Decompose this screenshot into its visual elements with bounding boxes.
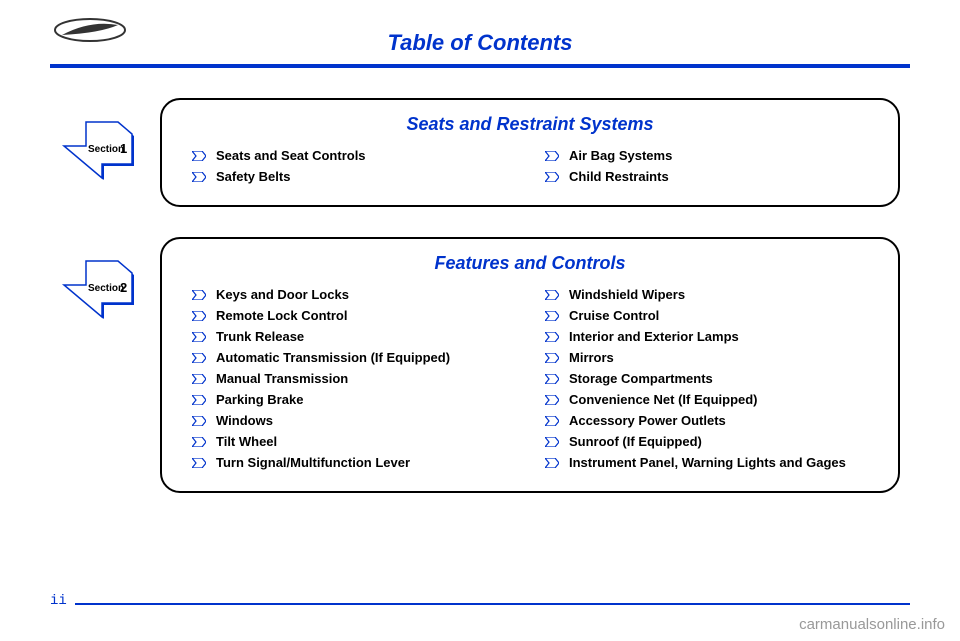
- toc-item-label: Turn Signal/Multifunction Lever: [216, 455, 410, 470]
- toc-item-label: Air Bag Systems: [569, 148, 672, 163]
- section-box: Features and Controls Keys and Door Lock…: [160, 237, 900, 493]
- toc-item[interactable]: Interior and Exterior Lamps: [545, 326, 868, 347]
- toc-item-label: Windshield Wipers: [569, 287, 685, 302]
- section-title: Features and Controls: [192, 253, 868, 274]
- section-1: Section 1 Seats and Restraint Systems Se…: [60, 98, 900, 207]
- toc-item-label: Instrument Panel, Warning Lights and Gag…: [569, 455, 846, 470]
- bullet-icon: [192, 290, 206, 300]
- toc-item-label: Parking Brake: [216, 392, 303, 407]
- toc-item-label: Accessory Power Outlets: [569, 413, 726, 428]
- toc-item-label: Storage Compartments: [569, 371, 713, 386]
- bullet-icon: [192, 172, 206, 182]
- oldsmobile-logo: [50, 15, 130, 45]
- section-badge-1: Section 1: [60, 118, 140, 188]
- bullet-icon: [192, 353, 206, 363]
- toc-item[interactable]: Mirrors: [545, 347, 868, 368]
- bullet-icon: [545, 151, 559, 161]
- bullet-icon: [192, 416, 206, 426]
- toc-item[interactable]: Remote Lock Control: [192, 305, 515, 326]
- toc-item[interactable]: Safety Belts: [192, 166, 515, 187]
- content-area: Section 1 Seats and Restraint Systems Se…: [0, 68, 960, 493]
- bullet-icon: [192, 395, 206, 405]
- section-items: Keys and Door Locks Remote Lock Control …: [192, 284, 868, 473]
- section-box: Seats and Restraint Systems Seats and Se…: [160, 98, 900, 207]
- toc-item[interactable]: Turn Signal/Multifunction Lever: [192, 452, 515, 473]
- toc-item[interactable]: Storage Compartments: [545, 368, 868, 389]
- bullet-icon: [545, 290, 559, 300]
- toc-item-label: Windows: [216, 413, 273, 428]
- toc-item[interactable]: Manual Transmission: [192, 368, 515, 389]
- svg-text:Section: Section: [88, 283, 124, 294]
- section-2: Section 2 Features and Controls Keys and…: [60, 237, 900, 493]
- toc-item-label: Cruise Control: [569, 308, 659, 323]
- section-items: Seats and Seat Controls Safety Belts Air…: [192, 145, 868, 187]
- bullet-icon: [192, 311, 206, 321]
- toc-item-label: Mirrors: [569, 350, 614, 365]
- section-badge-2: Section 2: [60, 257, 140, 327]
- bullet-icon: [545, 172, 559, 182]
- bullet-icon: [545, 332, 559, 342]
- toc-item-label: Remote Lock Control: [216, 308, 347, 323]
- toc-item[interactable]: Windows: [192, 410, 515, 431]
- bullet-icon: [192, 458, 206, 468]
- watermark: carmanualsonline.info: [799, 616, 945, 633]
- toc-item[interactable]: Convenience Net (If Equipped): [545, 389, 868, 410]
- svg-text:2: 2: [120, 280, 127, 295]
- page-number: ii: [50, 593, 67, 609]
- svg-text:1: 1: [120, 141, 127, 156]
- toc-column: Seats and Seat Controls Safety Belts: [192, 145, 515, 187]
- section-title: Seats and Restraint Systems: [192, 114, 868, 135]
- toc-item[interactable]: Keys and Door Locks: [192, 284, 515, 305]
- bullet-icon: [192, 374, 206, 384]
- toc-column: Keys and Door Locks Remote Lock Control …: [192, 284, 515, 473]
- toc-item[interactable]: Automatic Transmission (If Equipped): [192, 347, 515, 368]
- bullet-icon: [192, 332, 206, 342]
- toc-item[interactable]: Sunroof (If Equipped): [545, 431, 868, 452]
- toc-item-label: Seats and Seat Controls: [216, 148, 366, 163]
- bullet-icon: [192, 437, 206, 447]
- toc-item[interactable]: Trunk Release: [192, 326, 515, 347]
- toc-item-label: Trunk Release: [216, 329, 304, 344]
- toc-item-label: Interior and Exterior Lamps: [569, 329, 739, 344]
- bullet-icon: [545, 416, 559, 426]
- toc-item-label: Manual Transmission: [216, 371, 348, 386]
- toc-item[interactable]: Parking Brake: [192, 389, 515, 410]
- toc-item[interactable]: Windshield Wipers: [545, 284, 868, 305]
- page-title: Table of Contents: [50, 30, 910, 56]
- toc-item-label: Safety Belts: [216, 169, 290, 184]
- toc-item[interactable]: Seats and Seat Controls: [192, 145, 515, 166]
- bullet-icon: [545, 437, 559, 447]
- toc-column: Windshield Wipers Cruise Control Interio…: [545, 284, 868, 473]
- bullet-icon: [545, 353, 559, 363]
- toc-item-label: Convenience Net (If Equipped): [569, 392, 758, 407]
- bullet-icon: [192, 151, 206, 161]
- toc-item[interactable]: Child Restraints: [545, 166, 868, 187]
- toc-item[interactable]: Tilt Wheel: [192, 431, 515, 452]
- toc-column: Air Bag Systems Child Restraints: [545, 145, 868, 187]
- toc-item-label: Automatic Transmission (If Equipped): [216, 350, 450, 365]
- toc-item-label: Tilt Wheel: [216, 434, 277, 449]
- toc-item-label: Sunroof (If Equipped): [569, 434, 702, 449]
- toc-item[interactable]: Cruise Control: [545, 305, 868, 326]
- toc-item-label: Keys and Door Locks: [216, 287, 349, 302]
- toc-item[interactable]: Instrument Panel, Warning Lights and Gag…: [545, 452, 868, 473]
- toc-item-label: Child Restraints: [569, 169, 669, 184]
- bullet-icon: [545, 311, 559, 321]
- bullet-icon: [545, 374, 559, 384]
- bullet-icon: [545, 458, 559, 468]
- svg-text:Section: Section: [88, 144, 124, 155]
- bullet-icon: [545, 395, 559, 405]
- toc-item[interactable]: Air Bag Systems: [545, 145, 868, 166]
- footer-divider: [75, 603, 910, 605]
- toc-item[interactable]: Accessory Power Outlets: [545, 410, 868, 431]
